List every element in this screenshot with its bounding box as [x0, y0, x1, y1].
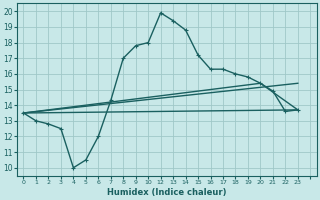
X-axis label: Humidex (Indice chaleur): Humidex (Indice chaleur) — [107, 188, 227, 197]
